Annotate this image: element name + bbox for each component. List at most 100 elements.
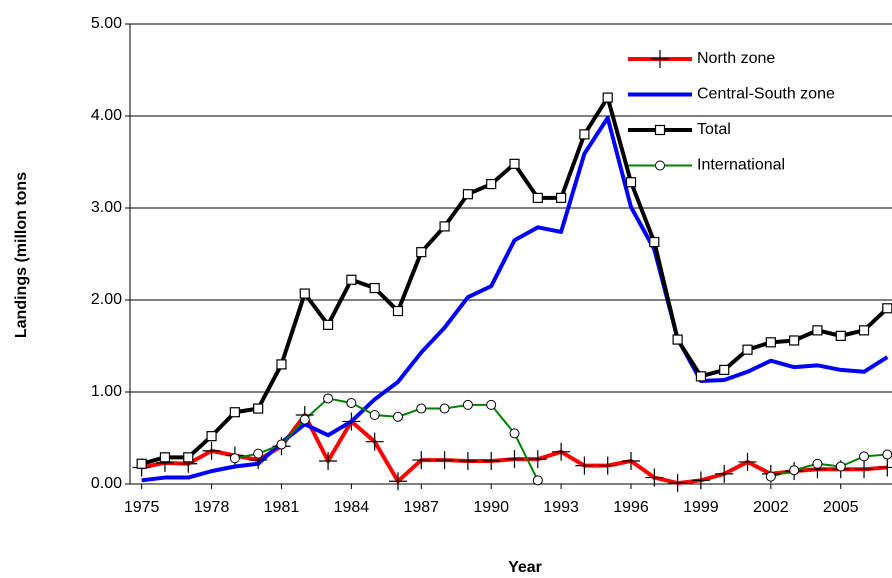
marker bbox=[579, 129, 590, 140]
x-tick-label: 1984 bbox=[334, 499, 370, 516]
legend-label: Central-South zone bbox=[697, 86, 835, 103]
marker bbox=[253, 448, 264, 459]
x-tick-label: 1996 bbox=[613, 499, 649, 516]
marker bbox=[299, 414, 310, 425]
y-tick-label: 3.00 bbox=[91, 199, 122, 216]
x-tick-label: 1999 bbox=[683, 499, 719, 516]
marker bbox=[276, 359, 287, 370]
marker bbox=[486, 399, 497, 410]
marker bbox=[462, 399, 473, 410]
marker bbox=[765, 337, 776, 348]
marker bbox=[859, 451, 870, 462]
marker bbox=[789, 465, 800, 476]
marker bbox=[858, 325, 870, 336]
marker bbox=[435, 451, 454, 470]
y-tick-label: 0.00 bbox=[91, 475, 122, 492]
marker bbox=[392, 411, 403, 422]
marker bbox=[575, 456, 594, 475]
legend-label: International bbox=[697, 157, 785, 174]
marker bbox=[342, 412, 361, 431]
legend-marker bbox=[654, 124, 666, 136]
marker bbox=[738, 452, 757, 471]
marker bbox=[556, 192, 567, 203]
marker bbox=[159, 452, 171, 463]
marker bbox=[882, 449, 892, 460]
marker bbox=[695, 371, 707, 382]
marker bbox=[486, 178, 497, 190]
marker bbox=[229, 407, 240, 418]
marker bbox=[789, 335, 800, 346]
marker bbox=[458, 452, 477, 470]
legend-marker bbox=[651, 50, 669, 68]
marker bbox=[855, 460, 874, 479]
marker bbox=[552, 442, 571, 461]
marker bbox=[742, 344, 753, 355]
marker bbox=[299, 288, 310, 299]
marker bbox=[719, 364, 730, 376]
marker bbox=[505, 450, 524, 469]
legend-label: North zone bbox=[697, 50, 775, 67]
marker bbox=[649, 236, 660, 248]
marker bbox=[319, 452, 338, 470]
marker bbox=[602, 92, 613, 103]
x-tick-label: 1981 bbox=[264, 499, 300, 516]
marker bbox=[322, 319, 334, 330]
x-tick-label: 1993 bbox=[543, 499, 579, 516]
marker bbox=[482, 452, 501, 470]
marker bbox=[369, 282, 380, 294]
marker bbox=[622, 452, 641, 470]
marker bbox=[388, 472, 407, 491]
marker bbox=[392, 305, 404, 317]
x-axis-title: Year bbox=[508, 559, 542, 576]
marker bbox=[462, 189, 473, 200]
marker bbox=[765, 471, 776, 482]
x-tick-label: 1975 bbox=[124, 499, 160, 516]
marker bbox=[202, 441, 221, 460]
legend-marker bbox=[655, 160, 665, 171]
marker bbox=[509, 428, 520, 439]
marker bbox=[206, 431, 217, 442]
marker bbox=[645, 468, 664, 487]
marker bbox=[369, 410, 380, 420]
marker bbox=[365, 432, 384, 451]
marker bbox=[835, 461, 846, 472]
x-tick-label: 1978 bbox=[194, 499, 230, 516]
x-tick-label: 2002 bbox=[753, 499, 789, 516]
marker bbox=[346, 274, 357, 285]
marker bbox=[672, 334, 683, 345]
marker bbox=[715, 464, 734, 483]
marker bbox=[416, 403, 427, 414]
marker bbox=[878, 458, 892, 477]
marker bbox=[183, 452, 194, 463]
x-tick-label: 2005 bbox=[823, 499, 859, 516]
marker bbox=[598, 456, 617, 475]
legend-label: Total bbox=[697, 121, 731, 138]
marker bbox=[323, 393, 334, 404]
x-tick-label: 1987 bbox=[403, 499, 439, 516]
marker bbox=[416, 247, 427, 258]
marker bbox=[253, 403, 264, 414]
marker bbox=[412, 451, 431, 470]
series-line bbox=[141, 413, 888, 486]
y-axis-title: Landings (millon tons bbox=[13, 172, 30, 338]
y-tick-label: 4.00 bbox=[91, 107, 122, 124]
marker bbox=[882, 303, 892, 314]
marker bbox=[532, 475, 543, 486]
series-line bbox=[234, 397, 888, 481]
y-tick-label: 1.00 bbox=[91, 383, 122, 400]
marker bbox=[812, 325, 823, 336]
marker bbox=[668, 474, 687, 493]
marker bbox=[136, 458, 147, 469]
y-tick-label: 2.00 bbox=[91, 291, 122, 308]
marker bbox=[835, 330, 846, 341]
marker bbox=[439, 221, 450, 232]
y-tick-label: 5.00 bbox=[91, 15, 122, 32]
marker bbox=[528, 450, 547, 469]
series-line bbox=[141, 115, 889, 483]
marker bbox=[346, 398, 357, 409]
marker bbox=[812, 458, 823, 469]
marker bbox=[439, 403, 450, 414]
marker bbox=[509, 158, 520, 169]
marker bbox=[229, 453, 240, 464]
